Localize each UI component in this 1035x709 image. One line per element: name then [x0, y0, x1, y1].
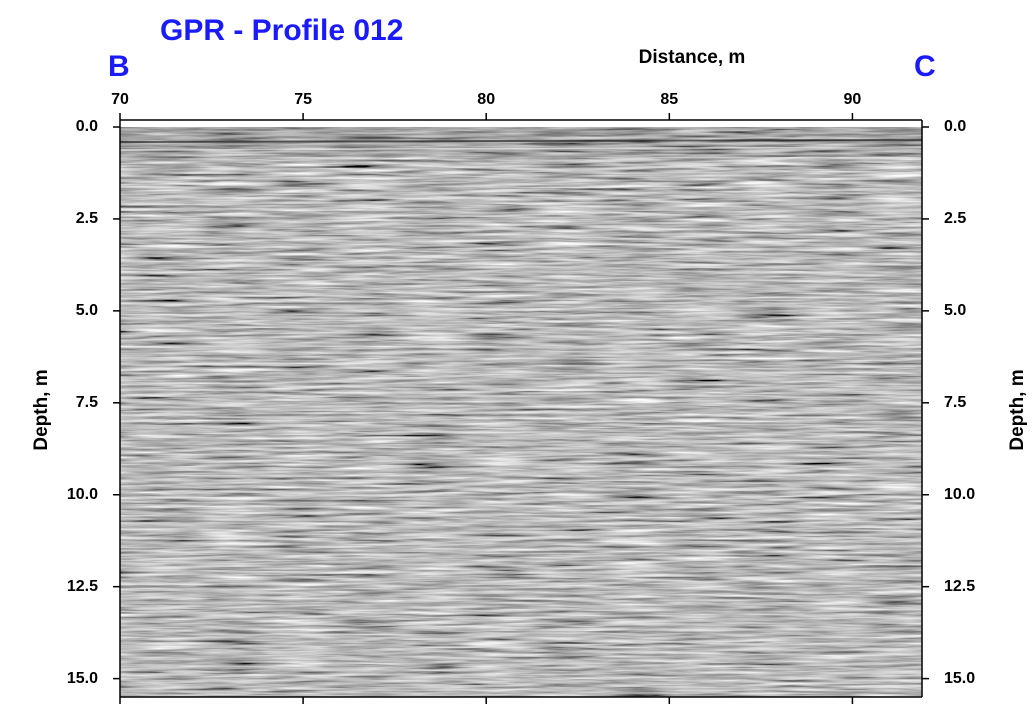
radar-image [120, 127, 922, 697]
x-tick-label: 90 [844, 91, 862, 108]
y-tick-label: 15.0 [67, 670, 98, 687]
start-label: B [108, 50, 130, 83]
end-label: C [914, 50, 936, 83]
y-tick-label: 0.0 [76, 118, 98, 135]
y-tick-label-right: 0.0 [944, 118, 966, 135]
reflector [119, 146, 923, 151]
x-tick-label: 80 [477, 91, 495, 108]
radargram [119, 127, 923, 697]
y-tick-label-right: 10.0 [944, 486, 975, 503]
y-tick-label: 7.5 [76, 394, 98, 411]
x-tick-label: 85 [660, 91, 678, 108]
x-tick-label: 75 [294, 91, 312, 108]
x-axis-label: Distance, m [639, 47, 746, 68]
y-axis-label-right: Depth, m [1007, 369, 1028, 450]
y-tick-label-right: 7.5 [944, 394, 966, 411]
y-tick-label-right: 5.0 [944, 302, 966, 319]
y-axis-label: Depth, m [31, 369, 52, 450]
chart-title: GPR - Profile 012 [160, 14, 403, 47]
y-tick-label: 12.5 [67, 578, 98, 595]
x-tick-label: 70 [111, 91, 129, 108]
y-tick-label: 5.0 [76, 302, 98, 319]
y-tick-label-right: 12.5 [944, 578, 975, 595]
y-tick-label-right: 2.5 [944, 210, 966, 227]
y-tick-label: 10.0 [67, 486, 98, 503]
y-tick-label-right: 15.0 [944, 670, 975, 687]
y-tick-label: 2.5 [76, 210, 98, 227]
reflector [119, 139, 923, 143]
